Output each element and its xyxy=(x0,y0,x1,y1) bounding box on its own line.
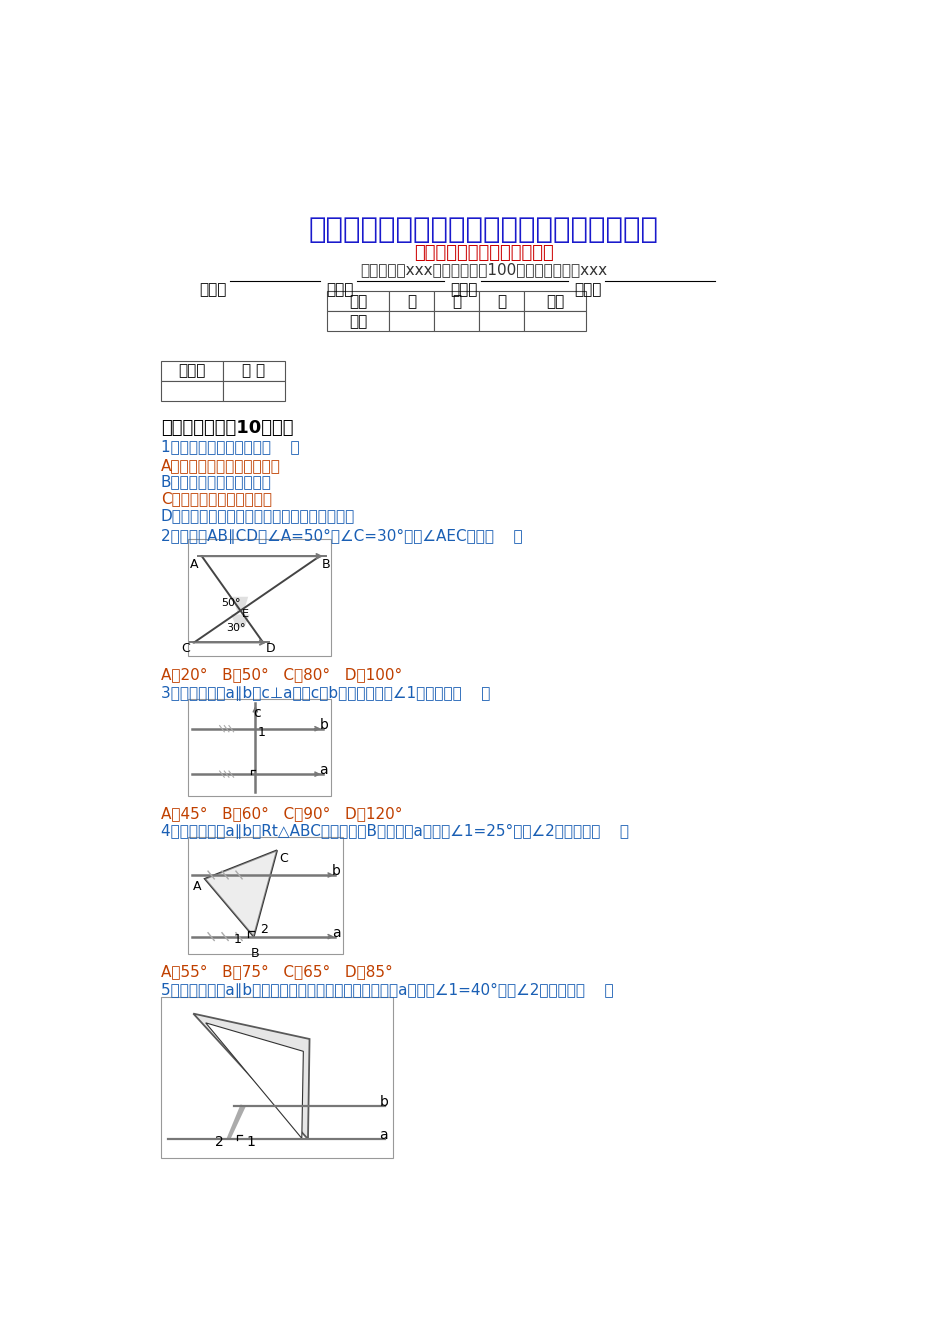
Text: 学校：: 学校： xyxy=(199,282,227,297)
Text: 二: 二 xyxy=(452,294,461,309)
Text: 《相交线与平行线》单元检测: 《相交线与平行线》单元检测 xyxy=(413,243,553,262)
Text: B: B xyxy=(322,558,330,571)
Text: 5．如图，已知a∥b，小华把三角板的直角顶点放在直线a上．若∠1=40°，则∠2的度数为（    ）: 5．如图，已知a∥b，小华把三角板的直角顶点放在直线a上．若∠1=40°，则∠2… xyxy=(160,983,613,997)
Text: 50°: 50° xyxy=(221,598,241,608)
Polygon shape xyxy=(232,596,248,612)
Text: B．过三点可以确定一个圆: B．过三点可以确定一个圆 xyxy=(160,475,271,489)
Text: A．20°   B．50°   C．80°   D．100°: A．20° B．50° C．80° D．100° xyxy=(160,667,401,682)
Polygon shape xyxy=(205,850,277,937)
Bar xyxy=(389,312,434,332)
Text: 考号：: 考号： xyxy=(573,282,600,297)
Bar xyxy=(524,312,585,332)
Bar xyxy=(160,361,223,381)
Text: 3．如图，直线a∥b，c⊥a，则c与b相交所形成的∠1的度数为（    ）: 3．如图，直线a∥b，c⊥a，则c与b相交所形成的∠1的度数为（ ） xyxy=(160,686,490,701)
Bar xyxy=(160,381,223,401)
Text: 考试范围：xxx；考试时间：100分钟；命题人：xxx: 考试范围：xxx；考试时间：100分钟；命题人：xxx xyxy=(360,262,607,277)
Text: A: A xyxy=(189,558,197,571)
Text: 最新人教版七年级数学下册测试题及答案全套: 最新人教版七年级数学下册测试题及答案全套 xyxy=(309,215,658,243)
Text: B: B xyxy=(250,948,259,960)
Polygon shape xyxy=(194,1013,310,1139)
Bar xyxy=(524,291,585,312)
Bar xyxy=(389,291,434,312)
Text: 一．选择题（共10小题）: 一．选择题（共10小题） xyxy=(160,420,293,437)
Text: 班级：: 班级： xyxy=(449,282,477,297)
Text: b: b xyxy=(331,864,341,878)
Text: 三: 三 xyxy=(497,294,506,309)
Text: A: A xyxy=(193,880,201,893)
Text: C: C xyxy=(279,852,288,865)
Text: a: a xyxy=(331,925,340,940)
Text: A．45°   B．60°   C．90°   D．120°: A．45° B．60° C．90° D．120° xyxy=(160,806,402,821)
Text: 题号: 题号 xyxy=(349,294,367,309)
Text: A．长度相等的两条弧是等弧: A．长度相等的两条弧是等弧 xyxy=(160,457,280,473)
Text: C．平分弦的直径垂直于弦: C．平分弦的直径垂直于弦 xyxy=(160,492,272,507)
Text: 1: 1 xyxy=(233,933,242,945)
Text: 2: 2 xyxy=(260,923,267,936)
Text: D: D xyxy=(265,643,275,655)
Bar xyxy=(434,312,479,332)
Bar xyxy=(188,837,343,953)
Text: b: b xyxy=(319,718,329,731)
Text: C: C xyxy=(181,643,191,655)
Text: 评卷人: 评卷人 xyxy=(177,364,205,378)
Bar xyxy=(188,699,331,796)
Text: 1: 1 xyxy=(258,726,265,739)
Bar xyxy=(160,996,393,1158)
Text: 得分: 得分 xyxy=(349,314,367,329)
Polygon shape xyxy=(227,1104,245,1139)
Text: 2．如图，AB∥CD，∠A=50°，∠C=30°，则∠AEC等于（    ）: 2．如图，AB∥CD，∠A=50°，∠C=30°，则∠AEC等于（ ） xyxy=(160,528,522,544)
Text: a: a xyxy=(379,1128,388,1142)
Text: 一: 一 xyxy=(407,294,416,309)
Bar xyxy=(223,381,284,401)
Text: 2: 2 xyxy=(215,1135,224,1150)
Text: A．55°   B．75°   C．65°   D．85°: A．55° B．75° C．65° D．85° xyxy=(160,964,392,979)
Text: E: E xyxy=(242,610,248,619)
Text: 姓名：: 姓名： xyxy=(326,282,353,297)
Text: 得 分: 得 分 xyxy=(242,364,265,378)
Polygon shape xyxy=(206,1023,303,1138)
Text: 1: 1 xyxy=(246,1135,256,1150)
Text: c: c xyxy=(254,706,261,719)
Bar xyxy=(327,312,389,332)
Bar xyxy=(327,291,389,312)
Bar xyxy=(223,361,284,381)
Polygon shape xyxy=(231,615,249,627)
Text: 30°: 30° xyxy=(227,623,245,632)
Text: 4．如图，直线a∥b，Rt△ABC的直角顶点B落在直线a上，若∠1=25°，则∠2的大小为（    ）: 4．如图，直线a∥b，Rt△ABC的直角顶点B落在直线a上，若∠1=25°，则∠… xyxy=(160,824,628,840)
Bar xyxy=(188,539,331,656)
Text: b: b xyxy=(379,1095,388,1110)
Text: a: a xyxy=(319,763,328,777)
Text: 1．下列命题中正确的是（    ）: 1．下列命题中正确的是（ ） xyxy=(160,439,299,455)
Bar xyxy=(434,291,479,312)
Text: 总分: 总分 xyxy=(546,294,564,309)
Bar xyxy=(479,312,524,332)
Bar xyxy=(479,291,524,312)
Text: D．三角形的外心到三角形三个顶点的距离相等: D．三角形的外心到三角形三个顶点的距离相等 xyxy=(160,508,355,524)
